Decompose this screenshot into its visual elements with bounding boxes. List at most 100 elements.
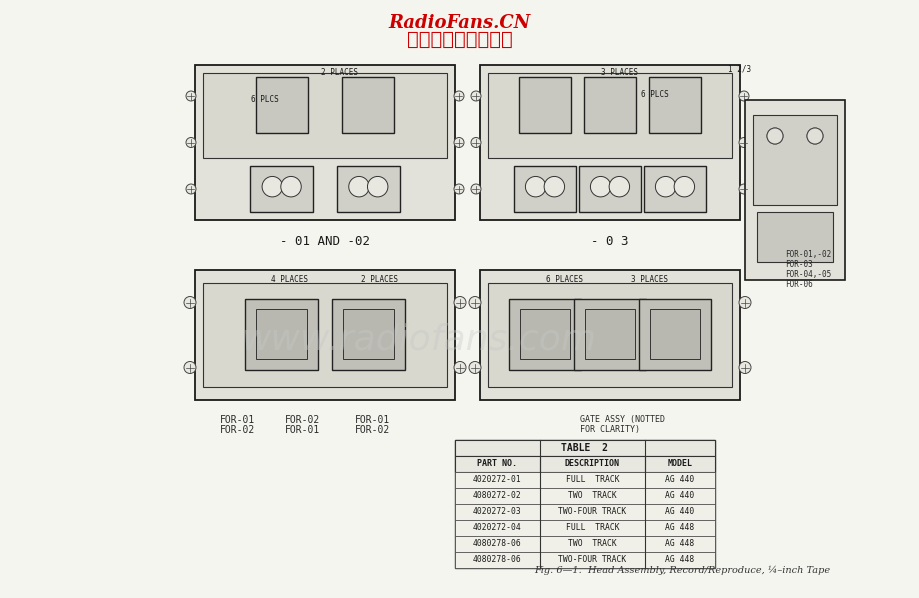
Circle shape	[525, 176, 545, 197]
Bar	[508, 298, 581, 370]
Text: 6 PLCS: 6 PLCS	[641, 90, 668, 99]
Circle shape	[738, 91, 748, 101]
Bar	[342, 77, 394, 133]
Bar	[250, 166, 312, 212]
Circle shape	[806, 128, 823, 144]
Bar	[343, 309, 393, 359]
Circle shape	[738, 362, 750, 374]
Bar	[245, 298, 318, 370]
Circle shape	[738, 184, 748, 194]
Bar	[487, 283, 732, 387]
Text: TWO  TRACK: TWO TRACK	[568, 492, 617, 501]
Text: GATE ASSY (NOTTED: GATE ASSY (NOTTED	[579, 415, 664, 424]
Bar	[455, 456, 714, 472]
Bar	[649, 309, 699, 359]
Circle shape	[674, 176, 694, 197]
Bar	[195, 65, 455, 220]
Circle shape	[262, 176, 282, 197]
Circle shape	[280, 176, 301, 197]
Bar	[455, 504, 714, 520]
Bar	[202, 73, 447, 158]
Text: FOR-02: FOR-02	[285, 415, 320, 425]
Bar	[638, 298, 710, 370]
Text: 2 PLACES: 2 PLACES	[361, 275, 398, 284]
Bar	[648, 77, 700, 133]
Bar	[202, 283, 447, 387]
Bar	[332, 298, 404, 370]
Circle shape	[453, 297, 466, 309]
Circle shape	[471, 184, 481, 194]
Text: TWO-FOUR TRACK: TWO-FOUR TRACK	[558, 508, 626, 517]
Text: PART NO.: PART NO.	[477, 459, 517, 468]
Circle shape	[469, 362, 481, 374]
Circle shape	[469, 297, 481, 309]
Text: FOR-02: FOR-02	[355, 425, 390, 435]
Bar	[487, 73, 732, 158]
Circle shape	[184, 297, 196, 309]
Circle shape	[348, 176, 369, 197]
Bar	[455, 520, 714, 536]
Bar	[578, 166, 641, 212]
Text: - 0 3: - 0 3	[591, 235, 628, 248]
Circle shape	[608, 176, 629, 197]
Text: MODEL: MODEL	[667, 459, 692, 468]
Text: FOR-04,-05: FOR-04,-05	[784, 270, 831, 279]
Text: AG 440: AG 440	[664, 492, 694, 501]
Circle shape	[186, 184, 196, 194]
Circle shape	[766, 128, 782, 144]
Text: AG 448: AG 448	[664, 556, 694, 565]
Text: FULL  TRACK: FULL TRACK	[565, 475, 618, 484]
Text: 4080278-06: 4080278-06	[472, 539, 521, 548]
Text: www.radiofans.com: www.radiofans.com	[243, 323, 597, 357]
Text: 收音机爱好者资料库: 收音机爱好者资料库	[407, 30, 512, 49]
Text: 3 PLACES: 3 PLACES	[601, 68, 638, 77]
Text: TABLE  2: TABLE 2	[561, 443, 607, 453]
Text: 4080278-06: 4080278-06	[472, 556, 521, 565]
Text: 1 2/3: 1 2/3	[728, 65, 751, 74]
Circle shape	[738, 297, 750, 309]
Bar	[455, 440, 714, 456]
Bar	[480, 65, 739, 220]
Text: DESCRIPTION: DESCRIPTION	[564, 459, 619, 468]
Circle shape	[471, 91, 481, 101]
Text: 4020272-03: 4020272-03	[472, 508, 521, 517]
Bar	[480, 270, 739, 400]
Bar	[643, 166, 706, 212]
Text: 6 PLACES: 6 PLACES	[546, 275, 583, 284]
Bar	[756, 212, 832, 262]
Text: 3 PLACES: 3 PLACES	[630, 275, 668, 284]
Text: AG 448: AG 448	[664, 539, 694, 548]
Text: RadioFans.CN: RadioFans.CN	[389, 14, 530, 32]
Text: 4020272-04: 4020272-04	[472, 523, 521, 532]
Bar	[519, 309, 570, 359]
Bar	[455, 488, 714, 504]
Circle shape	[184, 362, 196, 374]
Text: FOR-01,-02: FOR-01,-02	[784, 250, 831, 259]
Text: FOR CLARITY): FOR CLARITY)	[579, 425, 640, 434]
Text: Fig. 6—1.  Head Assembly, Record/Reproduce, ¼–inch Tape: Fig. 6—1. Head Assembly, Record/Reproduc…	[533, 566, 829, 575]
Circle shape	[654, 176, 675, 197]
Bar	[584, 309, 635, 359]
Bar	[455, 536, 714, 552]
Circle shape	[806, 128, 823, 144]
Text: - 01 AND -02: - 01 AND -02	[279, 235, 369, 248]
Bar	[752, 115, 836, 205]
Text: 2 PLACES: 2 PLACES	[321, 68, 358, 77]
Text: 4020272-01: 4020272-01	[472, 475, 521, 484]
Circle shape	[453, 184, 463, 194]
Text: FOR-06: FOR-06	[784, 280, 811, 289]
Text: FOR-03: FOR-03	[784, 260, 811, 269]
Circle shape	[543, 176, 564, 197]
Circle shape	[766, 128, 782, 144]
Bar	[255, 77, 307, 133]
Text: FULL  TRACK: FULL TRACK	[565, 523, 618, 532]
Bar	[455, 552, 714, 568]
Bar	[573, 298, 646, 370]
Text: FOR-01: FOR-01	[220, 415, 255, 425]
Text: FOR-02: FOR-02	[220, 425, 255, 435]
Circle shape	[471, 138, 481, 148]
Text: AG 440: AG 440	[664, 475, 694, 484]
Text: AG 440: AG 440	[664, 508, 694, 517]
Circle shape	[453, 91, 463, 101]
Circle shape	[186, 138, 196, 148]
